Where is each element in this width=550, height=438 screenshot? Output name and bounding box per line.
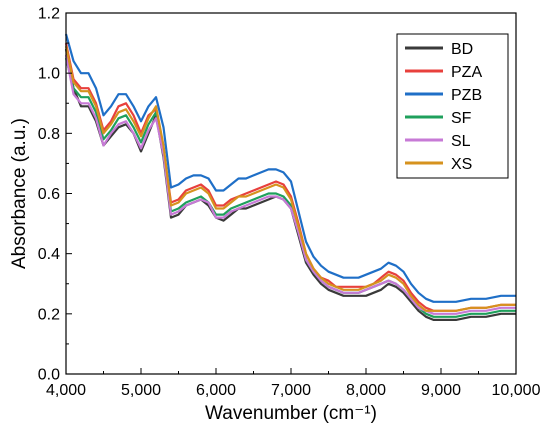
legend-label-sf: SF [451,110,472,127]
legend-label-bd: BD [451,41,473,58]
x-tick-label: 9,000 [421,382,461,399]
x-tick-label: 4,000 [46,382,86,399]
x-tick-label: 6,000 [196,382,236,399]
y-tick-label: 0.0 [38,367,60,384]
ticks-layer: 4,000 5,000 6,000 7,000 8,000 9,000 10,000 0.0 0… [38,6,541,400]
legend-label-xs: XS [451,156,472,173]
legend-box [396,33,509,179]
x-tick-label: 5,000 [121,382,161,399]
y-tick-label: 0.8 [38,126,60,143]
series-line-pza [64,42,516,312]
series-line-xs [64,45,516,312]
x-tick-label: 7,000 [271,382,311,399]
legend-label-sl: SL [451,133,471,150]
x-tick-label: 8,000 [346,382,386,399]
x-tick-label: 10,000 [492,382,541,399]
x-axis-title: Wavenumber (cm⁻¹) [205,403,377,424]
series-layer [64,33,516,321]
series-line-pzb [64,33,516,303]
y-tick-label: 1.2 [38,6,60,23]
y-tick-label: 0.6 [38,186,60,203]
y-axis-title: Absorbance (a.u.) [9,118,30,269]
series-line-sl [64,54,516,315]
legend-label-pza: PZA [451,64,482,81]
legend: BD PZA PZB SF SL XS [396,33,509,179]
y-tick-label: 0.4 [38,246,60,263]
legend-label-pzb: PZB [451,87,482,104]
y-tick-label: 1.0 [38,66,60,83]
y-tick-label: 0.2 [38,306,60,323]
